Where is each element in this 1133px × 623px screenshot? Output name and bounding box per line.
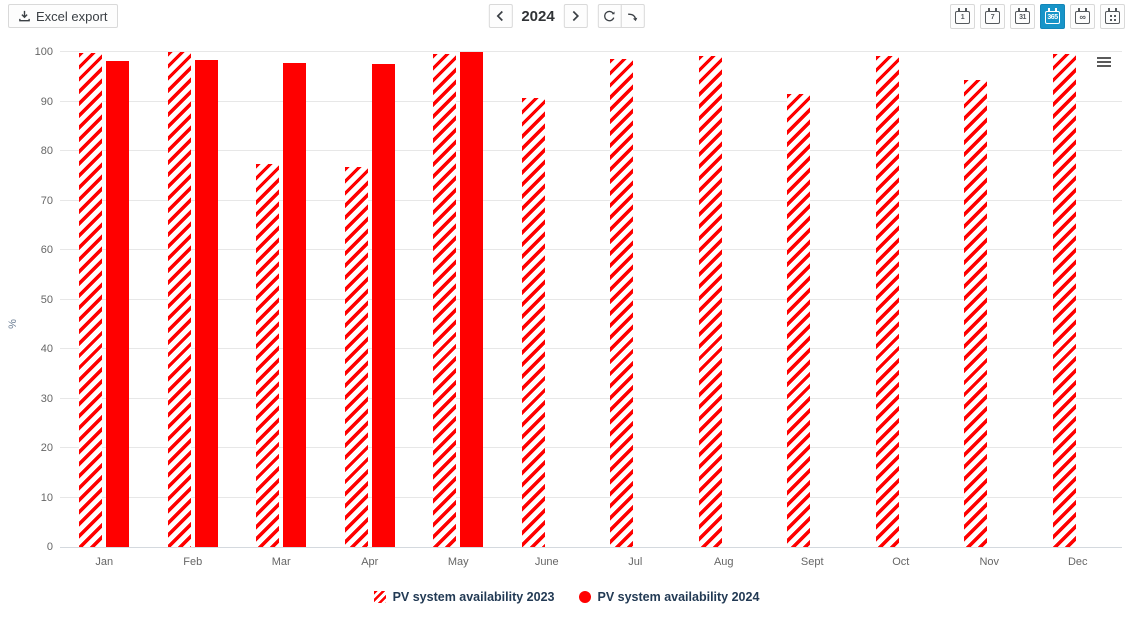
legend-item-hatched[interactable]: PV system availability 2023 — [373, 590, 555, 604]
range-button-group: 1 7 31 365 ∞ — [950, 4, 1125, 29]
bar-hatched-june[interactable] — [521, 98, 545, 547]
bar-hatched-aug[interactable] — [698, 56, 722, 547]
y-tick-label-40: 40 — [40, 343, 53, 355]
period-navigation: 2024 — [488, 4, 645, 28]
y-tick-label-30: 30 — [40, 392, 53, 405]
y-tick-label-0: 0 — [46, 541, 53, 553]
y-tick-label-90: 90 — [40, 95, 53, 108]
x-tick-label-oct: Oct — [892, 556, 910, 568]
download-icon — [18, 10, 31, 23]
x-axis-labels: Jan Feb Mar Apr May June Jul Aug Sept Oct Nov Dec — [0, 556, 1133, 572]
next-period-button[interactable] — [563, 4, 588, 28]
bar-hatched-dec[interactable] — [1052, 53, 1076, 547]
y-tick-label-50: 50 — [40, 293, 53, 306]
legend-item-solid[interactable]: PV system availability 2024 — [578, 590, 760, 604]
chart-legend: PV system availability 2023 PV system ava… — [0, 584, 1133, 610]
x-tick-label-aug: Aug — [713, 556, 734, 568]
x-tick-label-nov: Nov — [979, 556, 1000, 568]
bar-hatched-oct[interactable] — [875, 55, 899, 547]
calendar-custom-dates-icon — [1105, 8, 1120, 24]
y-tick-label-10: 10 — [40, 491, 53, 504]
y-tick-label-100: 100 — [34, 46, 53, 58]
gridline-60 — [60, 249, 1122, 250]
range-label-month: 31 — [1019, 14, 1026, 21]
chevron-left-icon — [496, 10, 505, 22]
gridline-10 — [60, 496, 1122, 498]
range-button-day[interactable]: 1 — [950, 4, 975, 29]
x-tick-label-jul: Jul — [628, 556, 643, 568]
previous-period-button[interactable] — [488, 4, 513, 28]
bar-hatched-may[interactable] — [433, 53, 457, 547]
bar-hatched-mar[interactable] — [256, 164, 280, 547]
gridline-90 — [60, 100, 1122, 102]
gridline-30 — [60, 397, 1122, 399]
hamburger-menu-icon[interactable] — [1096, 56, 1112, 70]
range-label-week: 7 — [990, 14, 995, 21]
refresh-icon — [603, 10, 616, 23]
legend-label-solid: PV system availability 2024 — [597, 590, 760, 604]
range-button-week[interactable]: 7 — [980, 4, 1005, 29]
calendar-365-icon: 365 — [1045, 8, 1060, 24]
y-tick-label-60: 60 — [40, 244, 53, 256]
availability-chart: % 0 10 20 30 40 50 60 70 80 90 100 Jan Feb Mar Apr May… — [0, 32, 1133, 623]
x-tick-label-sept: Sept — [800, 556, 824, 568]
x-tick-label-feb: Feb — [183, 556, 203, 568]
bar-hatched-sept[interactable] — [787, 94, 811, 547]
x-tick-label-dec: Dec — [1067, 556, 1088, 568]
bar-solid-mar[interactable] — [283, 62, 307, 547]
gridline-40 — [60, 348, 1122, 349]
gridline-80 — [60, 150, 1122, 151]
bar-hatched-jul[interactable] — [610, 59, 634, 547]
range-label-day: 1 — [960, 14, 965, 21]
current-year-label: 2024 — [521, 7, 555, 25]
range-button-month[interactable]: 31 — [1010, 4, 1035, 29]
gridline-50 — [60, 298, 1122, 300]
range-label-lifetime: ∞ — [1079, 12, 1086, 22]
bar-hatched-apr[interactable] — [344, 166, 368, 547]
bar-solid-jan[interactable] — [106, 60, 130, 547]
refresh-jump-group — [597, 4, 645, 28]
range-button-lifetime[interactable]: ∞ — [1070, 4, 1095, 29]
bar-solid-may[interactable] — [460, 52, 484, 547]
bar-hatched-feb[interactable] — [167, 52, 191, 547]
calendar-infinity-icon: ∞ — [1075, 8, 1090, 24]
legend-marker-hatched — [373, 591, 386, 603]
gridline-20 — [60, 447, 1122, 448]
plot-area — [60, 42, 1122, 548]
y-tick-label-70: 70 — [40, 194, 53, 207]
chevron-right-icon — [571, 10, 580, 22]
legend-marker-solid — [578, 591, 591, 603]
y-tick-label-20: 20 — [40, 442, 53, 454]
legend-label-hatched: PV system availability 2023 — [392, 590, 555, 604]
refresh-button[interactable] — [597, 4, 622, 28]
calendar-1-icon: 1 — [955, 8, 970, 24]
custom-dates-dots — [1110, 15, 1112, 17]
x-tick-label-june: June — [534, 556, 559, 568]
range-button-year[interactable]: 365 — [1040, 4, 1065, 29]
jump-to-latest-button[interactable] — [620, 4, 645, 28]
x-tick-label-mar: Mar — [271, 556, 291, 568]
range-button-custom[interactable] — [1100, 4, 1125, 29]
toolbar: Excel export 2024 — [0, 0, 1133, 32]
x-tick-label-may: May — [447, 556, 469, 568]
x-tick-label-jan: Jan — [95, 556, 114, 568]
gridline-100 — [60, 51, 1122, 52]
calendar-7-icon: 7 — [985, 8, 1000, 24]
bar-hatched-jan[interactable] — [79, 53, 103, 547]
x-tick-label-apr: Apr — [361, 556, 379, 568]
excel-export-button[interactable]: Excel export — [8, 4, 118, 28]
y-tick-label-80: 80 — [40, 145, 53, 157]
bar-solid-apr[interactable] — [371, 63, 395, 547]
gridline-70 — [60, 199, 1122, 201]
range-label-year: 365 — [1047, 14, 1058, 21]
bar-solid-feb[interactable] — [194, 59, 218, 547]
calendar-31-icon: 31 — [1015, 8, 1030, 24]
excel-export-label: Excel export — [36, 8, 108, 24]
y-axis-labels: 0 10 20 30 40 50 60 70 80 90 100 — [0, 42, 53, 553]
curved-arrow-icon — [626, 10, 639, 23]
bar-hatched-nov[interactable] — [964, 80, 988, 547]
